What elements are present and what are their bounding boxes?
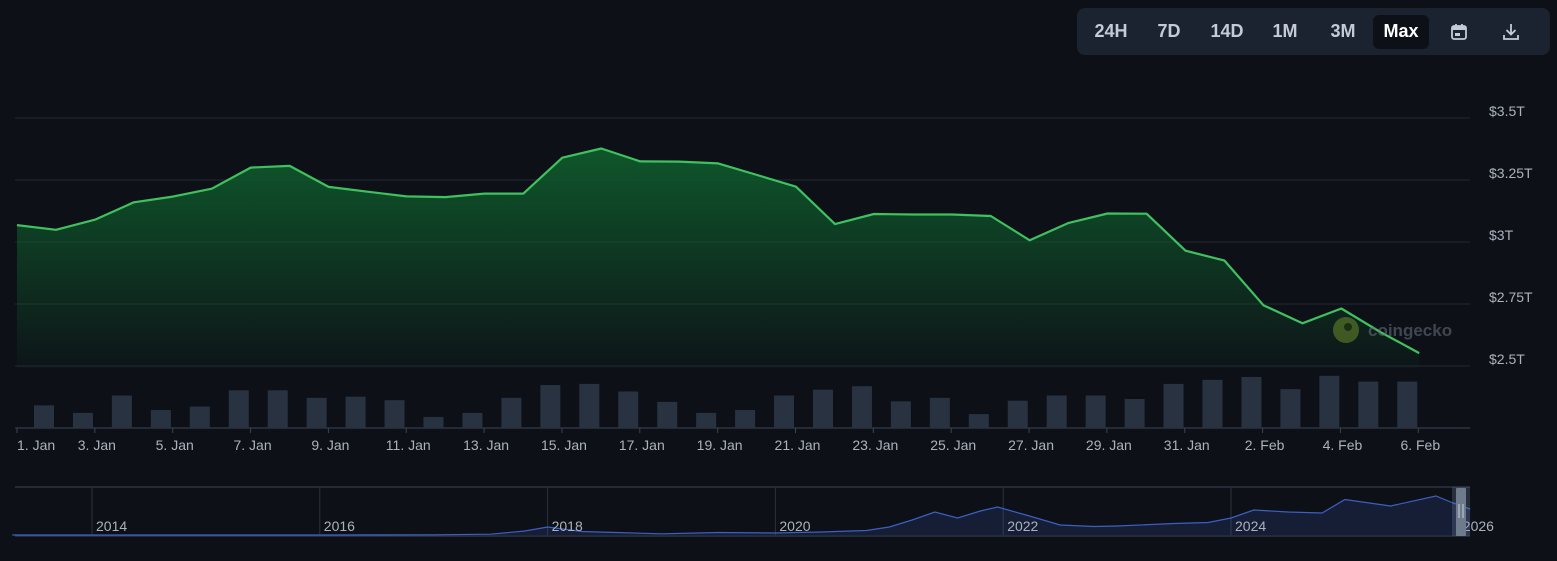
x-tick-label: 31. Jan <box>1164 437 1210 453</box>
x-tick-label: 29. Jan <box>1086 437 1132 453</box>
volume-bar <box>1163 383 1184 428</box>
range-14d-button[interactable]: 14D <box>1210 21 1244 41</box>
market-cap-area <box>17 148 1420 368</box>
volume-bar <box>579 383 600 428</box>
volume-bar <box>228 390 249 428</box>
volume-bar <box>735 410 756 428</box>
calendar-icon <box>1451 23 1467 40</box>
x-tick-label: 15. Jan <box>541 437 587 453</box>
y-axis-ticks: $3.5T $3.25T $3T $2.75T $2.5T <box>1489 103 1533 367</box>
range-3m-button[interactable]: 3M <box>1330 21 1356 41</box>
volume-bar <box>968 414 989 428</box>
x-tick-label: 17. Jan <box>619 437 665 453</box>
volume-bar <box>1241 376 1262 428</box>
x-tick-label: 27. Jan <box>1008 437 1054 453</box>
coingecko-watermark: coingecko <box>1333 317 1452 343</box>
volume-bar <box>1124 399 1145 428</box>
volume-bar <box>657 401 678 428</box>
x-tick-label: 4. Feb <box>1323 437 1363 453</box>
x-tick-label: 21. Jan <box>775 437 821 453</box>
volume-bar <box>618 391 639 428</box>
volume-bar <box>1046 395 1067 428</box>
market-cap-line <box>16 147 1420 355</box>
volume-bar <box>1280 389 1301 428</box>
x-tick-label: 23. Jan <box>852 437 898 453</box>
x-axis-ticks: 1. Jan 3. Jan 5. Jan 7. Jan 9. Jan 11. Jan 13.… <box>16 428 1440 453</box>
volume-bar <box>423 416 444 428</box>
volume-bar <box>306 397 327 428</box>
volume-bar <box>696 412 717 428</box>
navigator-tick-label: 2026 <box>1463 518 1494 534</box>
volume-bar <box>384 400 405 428</box>
volume-bar <box>345 396 366 428</box>
range-max-button[interactable]: Max <box>1373 14 1429 49</box>
download-icon <box>1503 23 1519 40</box>
navigator-tick-label: 2020 <box>779 518 810 534</box>
volume-bar <box>540 385 561 428</box>
calendar-button[interactable] <box>1435 15 1483 49</box>
volume-bar <box>890 401 911 428</box>
navigator-area <box>12 496 1471 535</box>
y-tick-label: $3.5T <box>1489 103 1525 119</box>
x-tick-label: 11. Jan <box>386 437 431 453</box>
x-tick-label: 13. Jan <box>463 437 509 453</box>
navigator-tick-label: 2014 <box>96 518 127 534</box>
volume-bar <box>774 395 795 428</box>
x-tick-label: 19. Jan <box>697 437 743 453</box>
x-tick-label: 6. Feb <box>1400 437 1440 453</box>
volume-bar <box>851 386 872 428</box>
volume-bar <box>813 389 833 428</box>
range-24h-button[interactable]: 24H <box>1094 21 1128 41</box>
navigator-tick-label: 2024 <box>1235 518 1266 534</box>
navigator-tick-label: 2016 <box>324 518 355 534</box>
x-tick-label: 1. Jan <box>17 437 55 453</box>
volume-bar <box>1319 375 1340 428</box>
navigator-tick-label: 2022 <box>1007 518 1038 534</box>
range-7d-button[interactable]: 7D <box>1157 21 1181 41</box>
volume-bars <box>34 375 1418 428</box>
volume-bar <box>189 406 210 428</box>
volume-bar <box>929 397 950 428</box>
range-toolbar: 24H 7D 14D 1M 3M Max <box>1077 8 1550 55</box>
y-tick-label: $2.75T <box>1489 289 1533 305</box>
navigator-line <box>12 495 1471 536</box>
volume-bar <box>1397 381 1418 428</box>
volume-bar <box>1202 379 1223 428</box>
navigator-ticks: 2014 2016 2018 2020 2022 2024 2026 <box>96 518 1494 534</box>
volume-bar <box>501 397 522 428</box>
volume-bar <box>111 395 132 428</box>
volume-bar <box>150 410 171 428</box>
navigator-handle[interactable] <box>1456 488 1466 536</box>
x-tick-label: 7. Jan <box>233 437 271 453</box>
range-1m-button[interactable]: 1M <box>1272 21 1298 41</box>
volume-bar <box>34 405 54 428</box>
x-tick-label: 2. Feb <box>1245 437 1285 453</box>
y-tick-label: $2.5T <box>1489 351 1525 367</box>
volume-bar <box>267 390 288 428</box>
range-navigator[interactable]: 2014 2016 2018 2020 2022 2024 2026 <box>12 486 1494 537</box>
download-button[interactable] <box>1487 15 1535 49</box>
y-tick-label: $3.25T <box>1489 165 1533 181</box>
watermark-text: coingecko <box>1368 321 1452 340</box>
x-tick-label: 3. Jan <box>78 437 116 453</box>
volume-bar <box>462 412 483 428</box>
volume-bar <box>1007 400 1028 428</box>
y-tick-label: $3T <box>1489 227 1514 243</box>
x-tick-label: 9. Jan <box>311 437 349 453</box>
x-tick-label: 5. Jan <box>156 437 194 453</box>
volume-bar <box>1358 381 1379 428</box>
x-tick-label: 25. Jan <box>930 437 976 453</box>
volume-bar <box>1085 395 1106 428</box>
navigator-tick-label: 2018 <box>552 518 583 534</box>
volume-bar <box>72 412 93 428</box>
